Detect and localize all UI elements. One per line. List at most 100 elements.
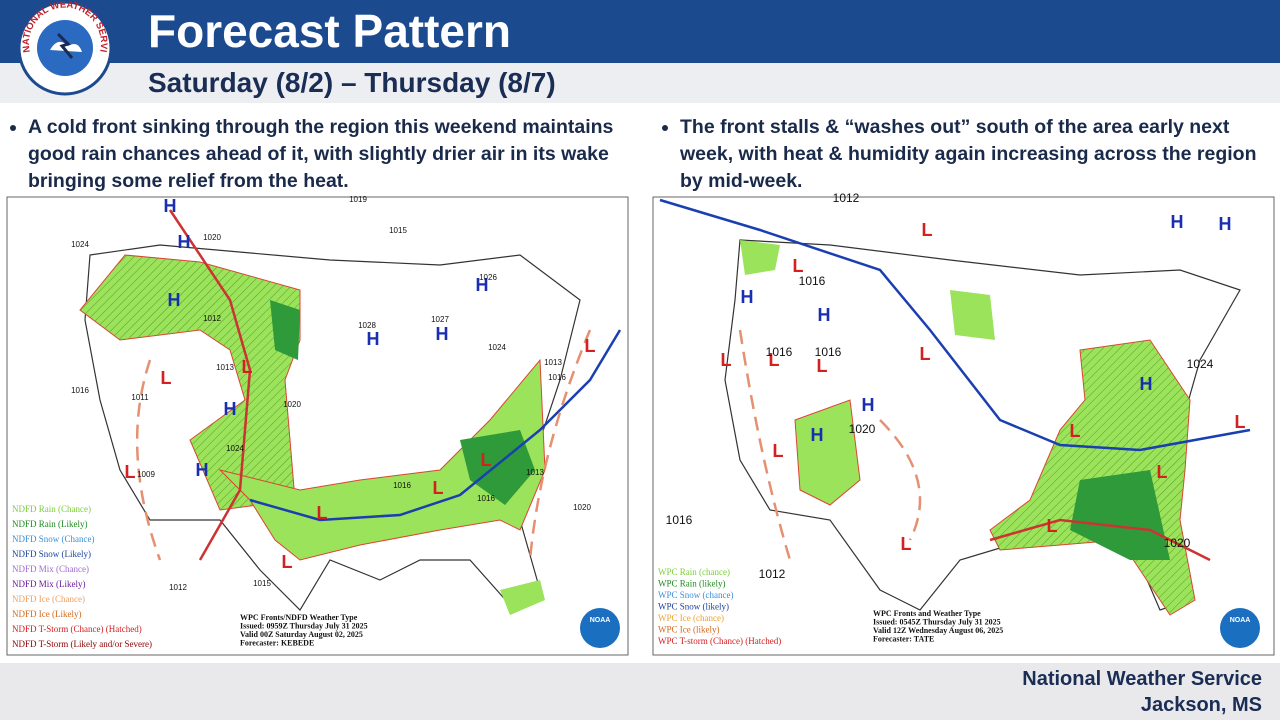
legend-item: WPC Ice (likely) [658,625,719,635]
map-info: Forecaster: KEBEDE [240,639,314,648]
low-pressure: L [817,356,828,376]
legend-item: NDFD Rain (Likely) [12,519,88,529]
isobar-label: 1027 [431,315,449,324]
isobar-label: 1024 [1187,357,1214,371]
low-pressure: L [242,357,253,377]
low-pressure: L [1047,516,1058,536]
low-pressure: L [317,503,328,523]
isobar-label: 1024 [71,240,89,249]
high-pressure: H [741,287,754,307]
legend-item: WPC Rain (chance) [658,567,730,577]
footer: National Weather Service Jackson, MS [1022,666,1262,718]
isobar-label: 1024 [226,444,244,453]
noaa-logo [1220,608,1260,648]
high-pressure: H [818,305,831,325]
high-pressure: H [1140,374,1153,394]
isobar-label: 1028 [358,321,376,330]
left-map: NDFD Rain (Chance) NDFD Rain (Likely) NDFD… [6,195,629,656]
isobar-label: 1020 [283,400,301,409]
map-info: Issued: 0959Z Thursday July 31 2025 [240,622,368,631]
high-pressure: H [862,395,875,415]
left-bullets: A cold front sinking through the region … [8,114,628,195]
map-info: WPC Fronts/NDFD Weather Type [240,613,358,622]
legend-item: NDFD Mix (Chance) [12,564,89,574]
legend-item: WPC Snow (likely) [658,602,729,612]
legend-item: NDFD T-Storm (Chance) (Hatched) [12,624,142,634]
low-pressure: L [481,450,492,470]
isobar-label: 1015 [253,579,271,588]
legend-item: NDFD T-Storm (Likely and/or Severe) [12,639,152,649]
low-pressure: L [282,552,293,572]
left-map-labels: NDFD Rain (Chance) NDFD Rain (Likely) NDFD… [12,195,620,649]
map-info: Issued: 0545Z Thursday July 31 2025 [873,618,1001,627]
legend-item: NDFD Rain (Chance) [12,504,91,514]
legend-item: NDFD Snow (Likely) [12,549,91,559]
isobar-label: 1024 [488,343,506,352]
map-info: Valid 12Z Wednesday August 06, 2025 [873,626,1003,635]
isobar-label: 1016 [548,373,566,382]
low-pressure: L [920,344,931,364]
high-pressure: H [196,460,209,480]
isobar-label: 1015 [389,226,407,235]
low-pressure: L [769,350,780,370]
legend-item: WPC T-storm (Chance) (Hatched) [658,636,781,646]
footer-band [0,663,1280,720]
legend-item: NDFD Ice (Likely) [12,609,81,619]
isobar-label: 1009 [137,470,155,479]
isobar-label: 1020 [1164,536,1191,550]
isobar-label: 1012 [833,191,860,205]
low-pressure: L [1235,412,1246,432]
legend-item: WPC Rain (likely) [658,579,726,589]
bullet: The front stalls & “washes out” south of… [680,114,1260,195]
low-pressure: L [125,462,136,482]
isobar-label: 1019 [349,195,367,204]
right-map: WPC Rain (chance)WPC Rain (likely)WPC Sn… [652,191,1275,656]
legend-item: NDFD Ice (Chance) [12,594,85,604]
high-pressure: H [164,196,177,216]
isobar-label: 1020 [203,233,221,242]
footer-line: Jackson, MS [1140,694,1262,716]
map-info: Valid 00Z Saturday August 02, 2025 [240,630,363,639]
low-pressure: L [922,220,933,240]
isobar-label: 1013 [216,363,234,372]
high-pressure: H [476,275,489,295]
bullet: A cold front sinking through the region … [28,114,628,195]
legend-item: NDFD Mix (Likely) [12,579,86,589]
isobar-label: 1016 [477,494,495,503]
isobar-label: 1016 [799,274,826,288]
high-pressure: H [1219,214,1232,234]
isobar-label: 1020 [849,422,876,436]
high-pressure: H [811,425,824,445]
header-band [0,0,1280,63]
isobar-label: 1012 [169,583,187,592]
low-pressure: L [793,256,804,276]
low-pressure: L [901,534,912,554]
isobar-label: 1016 [71,386,89,395]
subtitle: Saturday (8/2) – Thursday (8/7) [148,67,556,98]
low-pressure: L [1157,462,1168,482]
isobar-label: 1020 [573,503,591,512]
isobar-label: 1026 [479,273,497,282]
low-pressure: L [161,368,172,388]
isobar-label: 1013 [526,468,544,477]
legend-item: WPC Snow (chance) [658,590,733,600]
isobar-label: 1013 [544,358,562,367]
high-pressure: H [178,232,191,252]
right-bullets: The front stalls & “washes out” south of… [660,114,1260,195]
legend-item: NDFD Snow (Chance) [12,534,95,544]
isobar-label: 1011 [131,393,149,402]
isobar-label: 1016 [666,513,693,527]
isobar-label: 1016 [766,345,793,359]
noaa-logo [580,608,620,648]
footer-line: National Weather Service [1022,668,1262,690]
high-pressure: H [367,329,380,349]
low-pressure: L [1070,421,1081,441]
isobar-label: 1012 [203,314,221,323]
map-info: WPC Fronts and Weather Type [873,609,981,618]
isobar-label: 1016 [393,481,411,490]
right-map-labels: WPC Rain (chance)WPC Rain (likely)WPC Sn… [658,191,1260,648]
subtitle-band [0,63,1280,103]
low-pressure: L [773,441,784,461]
low-pressure: L [585,336,596,356]
